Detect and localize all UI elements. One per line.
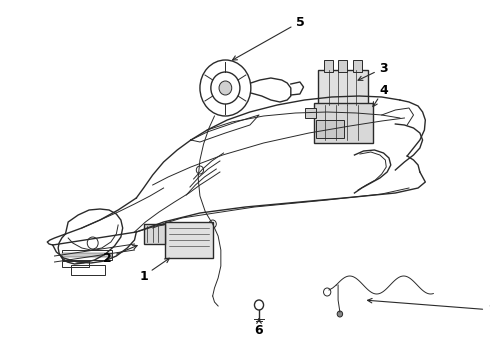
Bar <box>318 70 368 105</box>
Text: 2: 2 <box>103 252 112 265</box>
Bar <box>314 103 372 143</box>
Bar <box>71 265 105 275</box>
Text: 6: 6 <box>255 324 263 337</box>
Bar <box>166 222 213 258</box>
Bar <box>316 120 343 138</box>
Circle shape <box>337 311 343 317</box>
Bar <box>62 250 112 260</box>
Bar <box>62 253 112 257</box>
Text: 1: 1 <box>139 270 148 283</box>
Bar <box>338 60 347 72</box>
Text: 4: 4 <box>379 84 388 96</box>
Bar <box>323 60 333 72</box>
Bar <box>62 261 89 267</box>
Bar <box>144 224 166 244</box>
Circle shape <box>219 81 232 95</box>
Text: 3: 3 <box>379 62 388 75</box>
Bar <box>305 108 316 118</box>
Bar <box>353 60 362 72</box>
Text: 7: 7 <box>488 303 490 316</box>
Text: 5: 5 <box>295 15 304 28</box>
